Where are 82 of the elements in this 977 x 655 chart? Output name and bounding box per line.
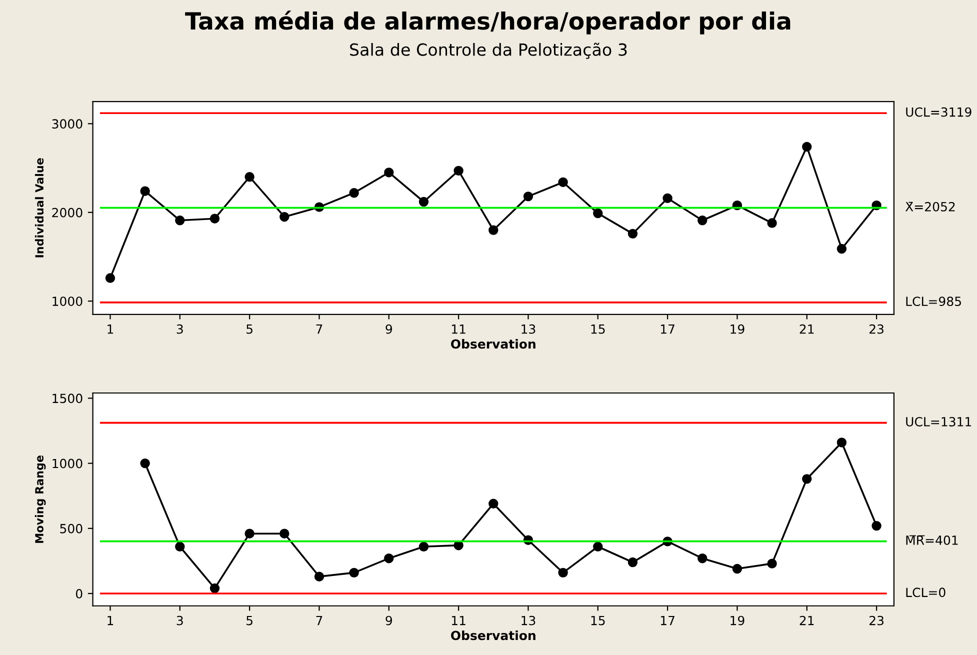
point xyxy=(802,142,812,152)
x-tick-label: 7 xyxy=(316,616,322,626)
y-axis-title: Moving Range xyxy=(34,456,46,543)
ref-line-label: M̅R̅=401 xyxy=(906,535,958,545)
x-tick-label: 3 xyxy=(176,616,183,626)
point xyxy=(698,553,708,564)
point xyxy=(314,572,324,582)
point xyxy=(140,186,150,196)
point xyxy=(488,225,498,235)
point xyxy=(280,528,290,538)
x-tick-label: 23 xyxy=(870,616,884,626)
point xyxy=(802,474,812,484)
ref-line-label: LCL=0 xyxy=(906,588,946,598)
x-tick-label: 19 xyxy=(730,616,744,626)
y-tick-label: 3000 xyxy=(52,119,82,129)
point xyxy=(349,568,359,578)
y-tick-label: 2000 xyxy=(52,208,82,218)
x-tick-label: 5 xyxy=(246,324,252,334)
point xyxy=(836,438,847,448)
x-tick-label: 13 xyxy=(522,324,536,334)
x-tick-label: 21 xyxy=(800,324,814,334)
point xyxy=(732,564,742,574)
x-axis-title: Observation xyxy=(451,630,536,640)
y-tick-label: 0 xyxy=(76,588,82,598)
x-tick-label: 17 xyxy=(660,616,674,626)
point xyxy=(523,192,534,202)
ref-line-label: X̄=2052 xyxy=(905,202,955,212)
point xyxy=(280,212,290,222)
x-tick-label: 15 xyxy=(591,616,605,626)
point xyxy=(244,528,254,538)
point xyxy=(662,193,672,204)
point xyxy=(244,172,254,182)
x-axis-title: Observation xyxy=(451,339,536,349)
point xyxy=(628,557,638,568)
point xyxy=(698,216,708,226)
y-tick-label: 1500 xyxy=(52,394,82,404)
ref-line-label: UCL=1311 xyxy=(906,416,972,426)
y-tick-label: 1000 xyxy=(52,458,82,468)
chart-title: Taxa média de alarmes/hora/operador por dia xyxy=(185,10,790,34)
point xyxy=(488,498,498,509)
point xyxy=(349,188,359,198)
ref-line-label: UCL=3119 xyxy=(906,107,972,117)
x-tick-label: 1 xyxy=(108,616,114,626)
x-tick-label: 7 xyxy=(316,324,322,334)
x-tick-label: 1 xyxy=(108,324,114,334)
point xyxy=(140,458,150,468)
x-tick-label: 13 xyxy=(522,616,536,626)
x-tick-label: 15 xyxy=(591,324,605,334)
point xyxy=(384,168,394,178)
point xyxy=(593,542,603,552)
point xyxy=(175,542,185,552)
x-tick-label: 11 xyxy=(452,616,466,626)
point xyxy=(593,208,603,218)
x-tick-label: 23 xyxy=(870,324,884,334)
x-tick-label: 3 xyxy=(176,324,183,334)
point xyxy=(384,553,394,564)
point xyxy=(872,520,882,531)
point xyxy=(418,196,429,207)
x-tick-label: 21 xyxy=(800,616,814,626)
y-tick-label: 500 xyxy=(60,524,82,534)
point xyxy=(767,218,777,228)
x-tick-label: 9 xyxy=(386,324,392,334)
point xyxy=(558,177,568,188)
chart-subtitle: Sala de Controle da Pelotização 3 xyxy=(350,42,627,59)
point xyxy=(105,273,116,283)
point xyxy=(210,583,220,594)
x-tick-label: 17 xyxy=(660,324,674,334)
point xyxy=(628,228,638,239)
x-tick-label: 19 xyxy=(730,324,744,334)
point xyxy=(558,568,568,578)
point xyxy=(175,216,185,226)
x-tick-label: 11 xyxy=(452,324,466,334)
y-tick-label: 1000 xyxy=(52,296,82,306)
x-tick-label: 5 xyxy=(246,616,252,626)
x-tick-label: 9 xyxy=(386,616,392,626)
point xyxy=(210,214,220,224)
point xyxy=(836,244,847,254)
point xyxy=(767,558,777,568)
point xyxy=(454,166,464,176)
y-axis-title: Individual Value xyxy=(34,158,44,258)
point xyxy=(418,542,429,552)
ref-line-label: LCL=985 xyxy=(906,296,961,306)
